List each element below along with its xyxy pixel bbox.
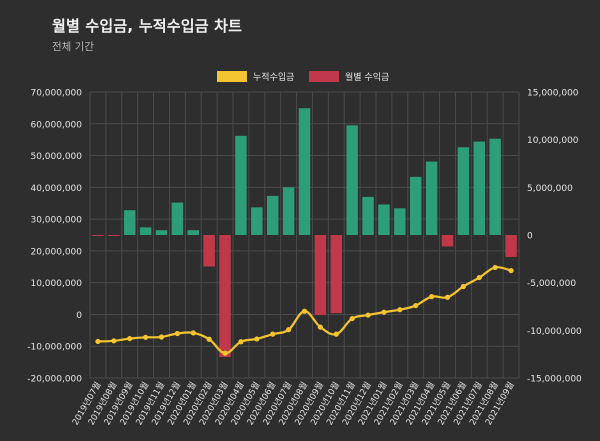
- bar-monthly-17: [362, 196, 374, 235]
- y-right-tick-label: 5,000,000: [527, 184, 573, 194]
- point-cumulative-23: [460, 283, 466, 290]
- point-cumulative-4: [158, 334, 165, 340]
- y-left-tick-label: 50,000,000: [30, 152, 82, 162]
- bar-monthly-9: [235, 135, 247, 235]
- bar-monthly-10: [251, 207, 263, 235]
- y-left-tick-label: -10,000,000: [27, 343, 82, 353]
- bar-monthly-16: [346, 125, 358, 235]
- legend-label-monthly: 월별 수익금: [345, 71, 389, 83]
- bar-monthly-3: [139, 227, 152, 235]
- bar-monthly-25: [489, 138, 501, 235]
- y-right-tick-label: 10,000,000: [527, 136, 579, 146]
- point-cumulative-22: [444, 294, 451, 300]
- y-left-tick-label: 70,000,000: [30, 89, 82, 99]
- y-left-tick-label: 0: [76, 311, 82, 321]
- y-right-tick-label: -5,000,000: [527, 279, 576, 289]
- point-cumulative-19: [397, 307, 403, 313]
- point-cumulative-21: [429, 294, 435, 300]
- point-cumulative-1: [111, 338, 117, 344]
- bar-monthly-5: [171, 202, 184, 235]
- point-cumulative-24: [476, 274, 482, 281]
- point-cumulative-18: [381, 309, 387, 315]
- point-cumulative-7: [206, 336, 212, 342]
- y-right-tick-label: 0: [527, 232, 533, 242]
- point-cumulative-5: [174, 330, 180, 337]
- point-cumulative-13: [301, 308, 308, 314]
- point-cumulative-16: [349, 315, 355, 322]
- point-cumulative-14: [317, 324, 323, 330]
- bar-monthly-19: [394, 208, 406, 235]
- bar-monthly-6: [187, 230, 199, 235]
- point-cumulative-20: [413, 302, 419, 309]
- bar-monthly-11: [267, 195, 279, 235]
- bar-monthly-1: [108, 235, 120, 236]
- bar-monthly-0: [92, 235, 104, 236]
- bar-monthly-18: [378, 204, 390, 235]
- chart-subtitle: 전체 기간: [52, 41, 94, 53]
- point-cumulative-8: [222, 350, 228, 356]
- bar-monthly-15: [330, 235, 342, 314]
- point-cumulative-3: [143, 334, 149, 340]
- point-cumulative-6: [190, 330, 196, 336]
- y-right-tick-label: 15,000,000: [527, 89, 579, 99]
- bar-monthly-12: [282, 187, 295, 235]
- bar-monthly-21: [425, 161, 438, 235]
- point-cumulative-0: [95, 338, 101, 345]
- chart-title: 월별 수입금, 누적수입금 차트: [52, 17, 243, 35]
- bar-monthly-22: [441, 235, 454, 247]
- legend-swatch-cumulative: [217, 71, 247, 82]
- bar-monthly-23: [457, 147, 470, 235]
- y-left-tick-label: 20,000,000: [30, 247, 82, 257]
- bar-monthly-20: [410, 176, 422, 235]
- point-cumulative-15: [333, 331, 339, 337]
- point-cumulative-17: [365, 312, 371, 318]
- bar-monthly-24: [473, 141, 485, 235]
- legend-swatch-monthly: [309, 71, 339, 82]
- point-cumulative-2: [127, 335, 133, 342]
- bar-monthly-7: [203, 235, 215, 267]
- bar-monthly-13: [298, 108, 311, 235]
- y-right-tick-label: -15,000,000: [527, 375, 582, 385]
- point-cumulative-9: [238, 339, 244, 345]
- point-cumulative-25: [492, 264, 498, 271]
- y-left-tick-label: -20,000,000: [27, 375, 82, 385]
- point-cumulative-12: [286, 327, 292, 333]
- bar-monthly-14: [314, 235, 327, 316]
- point-cumulative-11: [270, 331, 276, 337]
- bar-monthly-26: [505, 235, 517, 257]
- y-left-tick-label: 60,000,000: [30, 120, 82, 130]
- y-left-tick-label: 40,000,000: [30, 184, 82, 194]
- bar-monthly-4: [155, 230, 168, 235]
- y-left-tick-label: 30,000,000: [30, 216, 82, 226]
- y-left-tick-label: 10,000,000: [30, 279, 82, 289]
- y-right-tick-label: -10,000,000: [527, 327, 582, 337]
- point-cumulative-26: [508, 267, 514, 274]
- bar-monthly-2: [124, 210, 136, 235]
- bar-monthly-8: [219, 235, 231, 358]
- legend-label-cumulative: 누적수입금: [253, 71, 294, 83]
- point-cumulative-10: [254, 336, 260, 342]
